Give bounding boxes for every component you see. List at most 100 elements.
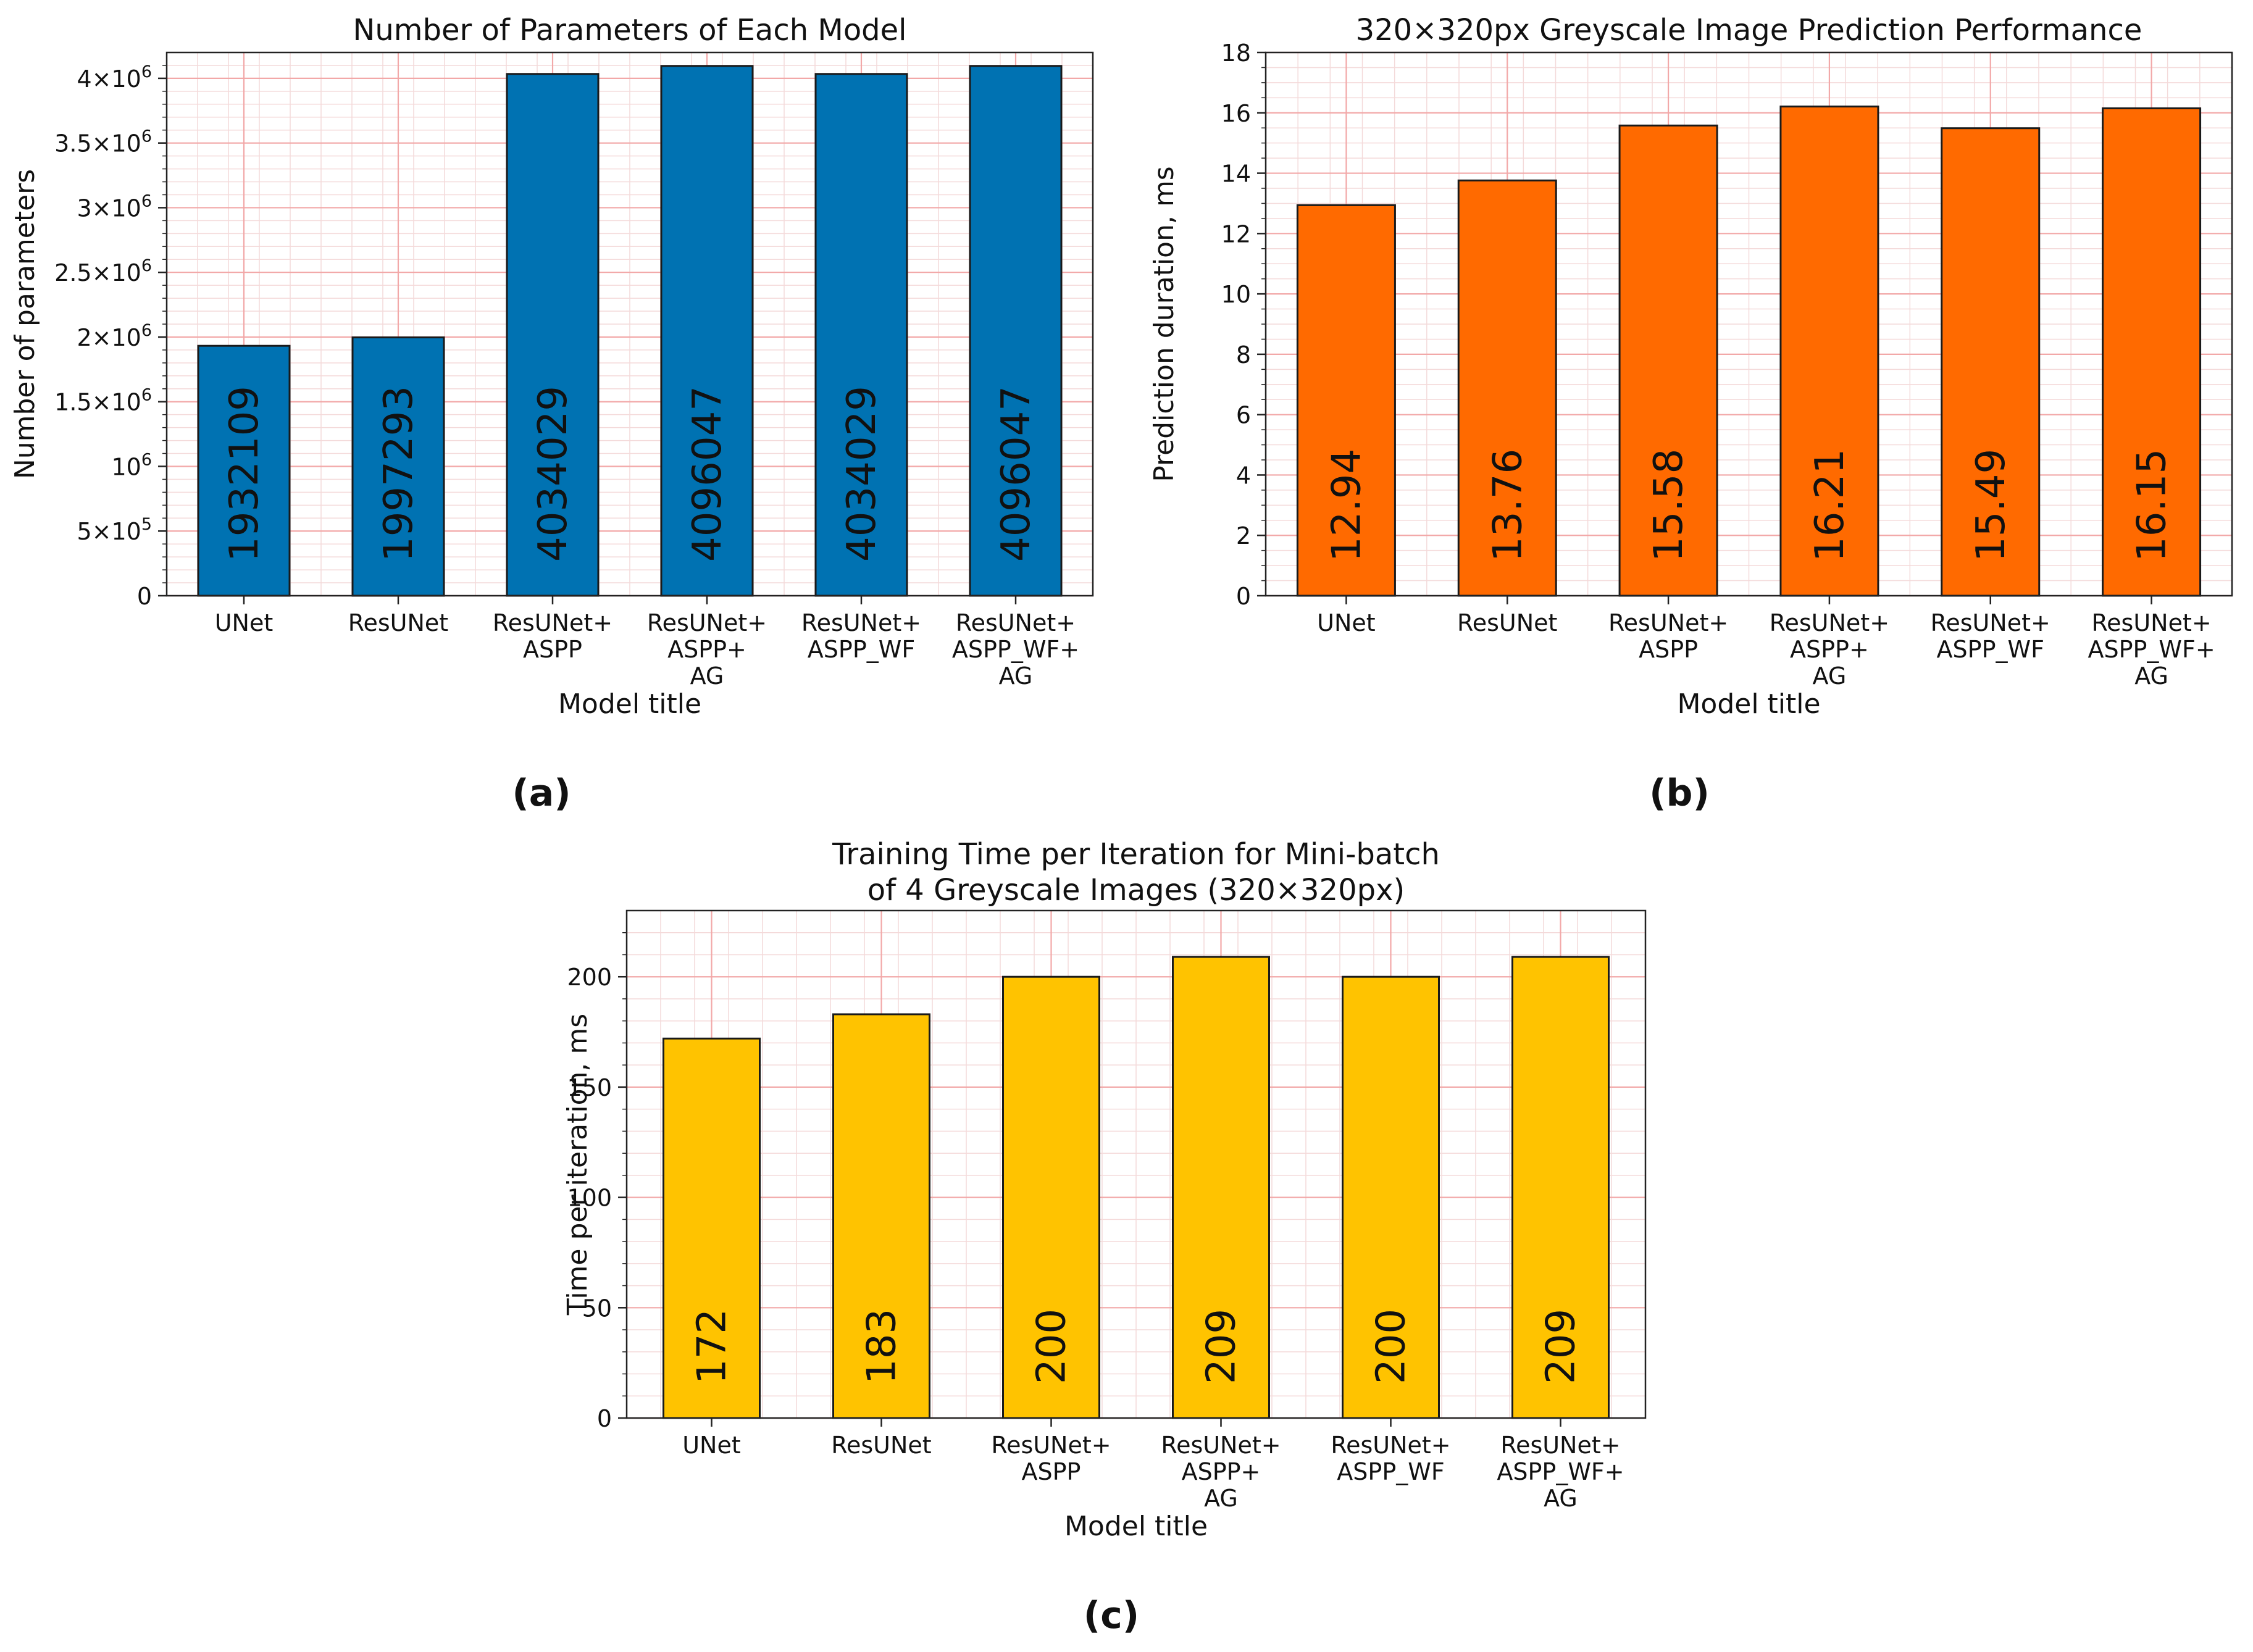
- data-label: 15.58: [1646, 449, 1692, 562]
- data-label: 1997293: [376, 386, 422, 562]
- x-tick-label: UNet: [682, 1432, 741, 1459]
- y-tick-label: 50: [582, 1295, 612, 1322]
- x-tick-label: ASPP_WF: [1937, 636, 2044, 663]
- x-tick-label: ASPP_WF+: [952, 636, 1079, 663]
- x-tick-label: AG: [999, 662, 1033, 690]
- bar: [663, 1037, 761, 1419]
- x-tick-label: ASPP+: [1182, 1458, 1261, 1485]
- x-tick-label: ResUNet+: [2091, 609, 2211, 636]
- y-tick-label: 4×106: [77, 62, 152, 93]
- x-tick-label: AG: [2134, 662, 2168, 690]
- x-tick-label: ASPP_WF+: [2088, 636, 2215, 663]
- bar: [197, 344, 291, 597]
- x-tick-label: AG: [1544, 1485, 1578, 1512]
- y-tick-label: 2.5×106: [54, 256, 152, 286]
- y-tick-label: 0: [137, 583, 152, 610]
- x-tick-label: ResUNet+: [1931, 609, 2050, 636]
- x-tick-label: ResUNet+: [1770, 609, 1889, 636]
- bar: [1457, 179, 1557, 597]
- x-tick-label: ResUNet: [831, 1432, 931, 1459]
- bar: [2102, 107, 2202, 597]
- y-axis-label: Time per iteration, ms: [562, 1014, 593, 1316]
- bar: [1779, 106, 1879, 597]
- bar: [814, 73, 908, 597]
- bar: [1618, 124, 1718, 597]
- chart-title: Training Time per Iteration for Mini-bat…: [832, 837, 1440, 872]
- x-tick-label: ASPP+: [667, 636, 746, 663]
- x-tick-label: ResUNet+: [1161, 1432, 1281, 1459]
- x-tick-label: AG: [1204, 1485, 1238, 1512]
- panel-c: 172 183 200 209 200 209 0 50 100 150 200 UNet ResUNe…: [562, 837, 1647, 1637]
- data-label: 13.76: [1485, 449, 1531, 562]
- y-tick-label: 4: [1236, 462, 1251, 489]
- x-tick-label: ResUNet+: [956, 609, 1076, 636]
- y-tick-label: 200: [567, 964, 612, 991]
- x-tick-label: ASPP_WF: [808, 636, 915, 663]
- x-axis-label: Model title: [1677, 688, 1820, 720]
- grid: [1266, 51, 2232, 597]
- x-tick-label: ResUNet+: [647, 609, 767, 636]
- bar: [1511, 956, 1610, 1419]
- y-tick-label: 1.5×106: [54, 386, 152, 416]
- y-axis-label: Prediction duration, ms: [1148, 166, 1180, 482]
- data-label: 209: [1539, 1309, 1584, 1384]
- y-tick-label: 6: [1236, 402, 1251, 429]
- data-label: 15.49: [1968, 449, 2014, 562]
- plot-frame: [625, 909, 1647, 1419]
- x-tick-label: ASPP: [1639, 636, 1698, 663]
- y-tick-label: 16: [1221, 100, 1251, 127]
- x-tick-label: ASPP_WF: [1337, 1458, 1444, 1485]
- data-label: 16.21: [1807, 449, 1853, 562]
- x-axis-label: Model title: [1064, 1511, 1208, 1542]
- bar: [1172, 956, 1270, 1419]
- y-tick-label: 8: [1236, 341, 1251, 369]
- y-tick-label: 3×106: [77, 191, 152, 222]
- data-label: 172: [690, 1309, 735, 1384]
- data-label: 12.94: [1324, 449, 1369, 562]
- y-tick-label: 10: [1221, 281, 1251, 308]
- bar: [1342, 975, 1440, 1419]
- y-tick-label: 14: [1221, 161, 1251, 188]
- y-tick-label: 12: [1221, 220, 1251, 248]
- y-tick-label: 106: [111, 450, 152, 480]
- grid: [167, 52, 1093, 597]
- bar: [832, 1013, 930, 1419]
- x-tick-label: AG: [1813, 662, 1847, 690]
- chart-title: Number of Parameters of Each Model: [353, 13, 906, 48]
- x-axis-label: Model title: [558, 688, 701, 720]
- x-tick-label: ASPP: [523, 636, 582, 663]
- y-tick-label: 18: [1221, 40, 1251, 67]
- data-label: 200: [1369, 1309, 1415, 1384]
- y-tick-label: 2: [1236, 522, 1251, 549]
- y-tick-label: 0: [597, 1405, 612, 1432]
- x-tick-label: AG: [690, 662, 724, 690]
- x-tick-label: ResUNet: [1457, 609, 1557, 636]
- x-tick-label: ASPP+: [1790, 636, 1869, 663]
- y-tick-label: 0: [1236, 583, 1251, 610]
- x-tick-label: ResUNet+: [991, 1432, 1111, 1459]
- data-label: 16.15: [2130, 449, 2175, 562]
- panel-caption: (c): [1084, 1594, 1139, 1637]
- x-tick-label: ResUNet+: [801, 609, 921, 636]
- y-tick-label: 2×106: [77, 321, 152, 351]
- panel-caption: (b): [1649, 772, 1710, 815]
- chart-title: 320×320px Greyscale Image Prediction Per…: [1356, 13, 2142, 48]
- data-label: 4034029: [530, 386, 576, 562]
- bar: [660, 65, 754, 597]
- bar: [1296, 204, 1396, 597]
- x-tick-label: ResUNet+: [1608, 609, 1728, 636]
- bar: [351, 336, 445, 597]
- bar: [1002, 975, 1100, 1419]
- data-label: 1932109: [222, 386, 267, 562]
- x-tick-label: ResUNet+: [493, 609, 612, 636]
- panel-a: 1932109 1997293 4034029 4096047 4034029 40960…: [9, 13, 1094, 815]
- panel-caption: (a): [512, 772, 571, 815]
- x-tick-label: ASPP: [1022, 1458, 1081, 1485]
- x-tick-label: UNet: [1317, 609, 1376, 636]
- data-label: 4096047: [993, 386, 1039, 562]
- data-label: 183: [859, 1309, 905, 1384]
- bar: [506, 73, 600, 597]
- grid: [627, 911, 1645, 1419]
- bar: [969, 65, 1063, 597]
